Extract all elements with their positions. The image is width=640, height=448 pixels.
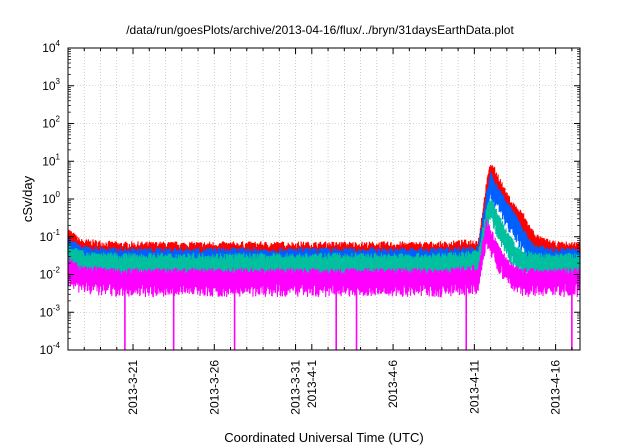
y-axis-ticks: 10-4 10-3 10-2 10-1 100 101 102 103 104 [40,39,580,357]
x-tick-label: 2013-4-6 [386,360,400,408]
x-axis-ticks: 2013-3-21 2013-3-26 2013-3-31 2013-4-1 2013-… [83,48,573,415]
x-tick-label: 2013-4-1 [305,360,319,408]
y-tick-label: 10-3 [40,303,61,319]
y-axis-label: cSv/day [20,175,35,222]
y-tick-label: 10-2 [40,266,61,282]
x-tick-label: 2013-3-21 [126,360,140,415]
y-tick-label: 102 [42,115,60,131]
y-tick-label: 100 [42,190,60,206]
dropout-lines [124,278,573,350]
x-tick-label: 2013-4-11 [467,360,481,414]
x-tick-label: 2013-3-26 [207,360,221,415]
y-tick-label: 103 [42,77,60,93]
y-tick-label: 10-1 [40,228,61,244]
x-tick-label: 2013-3-31 [289,360,303,415]
y-tick-label: 101 [42,152,60,168]
series-line [67,200,581,283]
series-lines [67,164,581,298]
x-tick-label: 2013-4-16 [549,360,563,415]
chart-title: /data/run/goesPlots/archive/2013-04-16/f… [126,23,514,37]
series-line [67,219,581,298]
x-axis-label: Coordinated Universal Time (UTC) [224,430,423,445]
y-tick-label: 10-4 [40,341,61,357]
y-tick-label: 104 [42,39,60,55]
